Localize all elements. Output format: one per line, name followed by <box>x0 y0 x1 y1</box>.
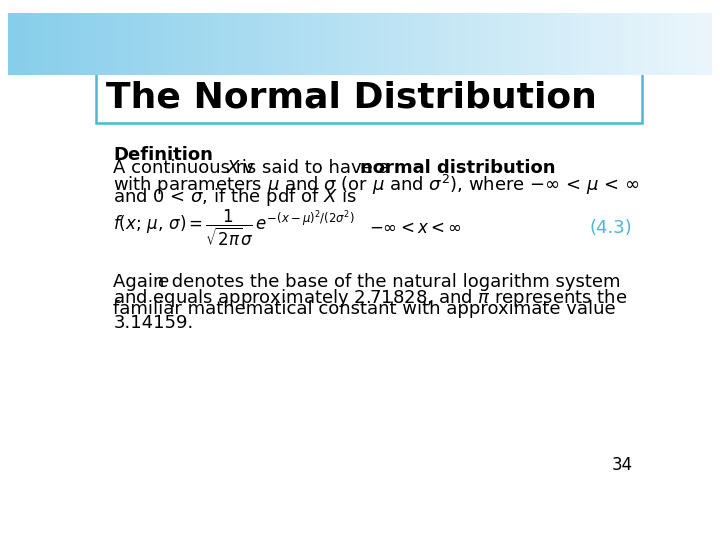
Text: Again: Again <box>113 273 171 291</box>
Text: A continuous rv: A continuous rv <box>113 159 260 177</box>
Text: denotes the base of the natural logarithm system: denotes the base of the natural logarith… <box>166 273 621 291</box>
Text: familiar mathematical constant with approximate value: familiar mathematical constant with appr… <box>113 300 616 319</box>
Text: with parameters $\mu$ and $\sigma$ (or $\mu$ and $\sigma^2$), where $-\infty$ < : with parameters $\mu$ and $\sigma$ (or $… <box>113 173 639 197</box>
Text: e: e <box>158 273 168 291</box>
Text: 3.14159.: 3.14159. <box>113 314 194 332</box>
Text: (4.3): (4.3) <box>590 219 632 237</box>
Text: and equals approximately 2.71828, and $\pi$ represents the: and equals approximately 2.71828, and $\… <box>113 287 628 308</box>
Text: 34: 34 <box>611 456 632 475</box>
Text: Definition: Definition <box>113 146 213 164</box>
Text: and 0 < $\sigma$, if the pdf of $X$ is: and 0 < $\sigma$, if the pdf of $X$ is <box>113 186 357 208</box>
Text: $-\infty < x < \infty$: $-\infty < x < \infty$ <box>369 219 462 237</box>
Text: The Normal Distribution: The Normal Distribution <box>106 80 596 114</box>
Text: normal distribution: normal distribution <box>360 159 556 177</box>
Text: is said to have a: is said to have a <box>236 159 396 177</box>
Text: $f(x;\, \mu,\, \sigma) = \dfrac{1}{\sqrt{2\pi}\sigma}\, e^{-(x-\mu)^2/(2\sigma^2: $f(x;\, \mu,\, \sigma) = \dfrac{1}{\sqrt… <box>113 208 355 248</box>
Text: X: X <box>227 159 239 177</box>
